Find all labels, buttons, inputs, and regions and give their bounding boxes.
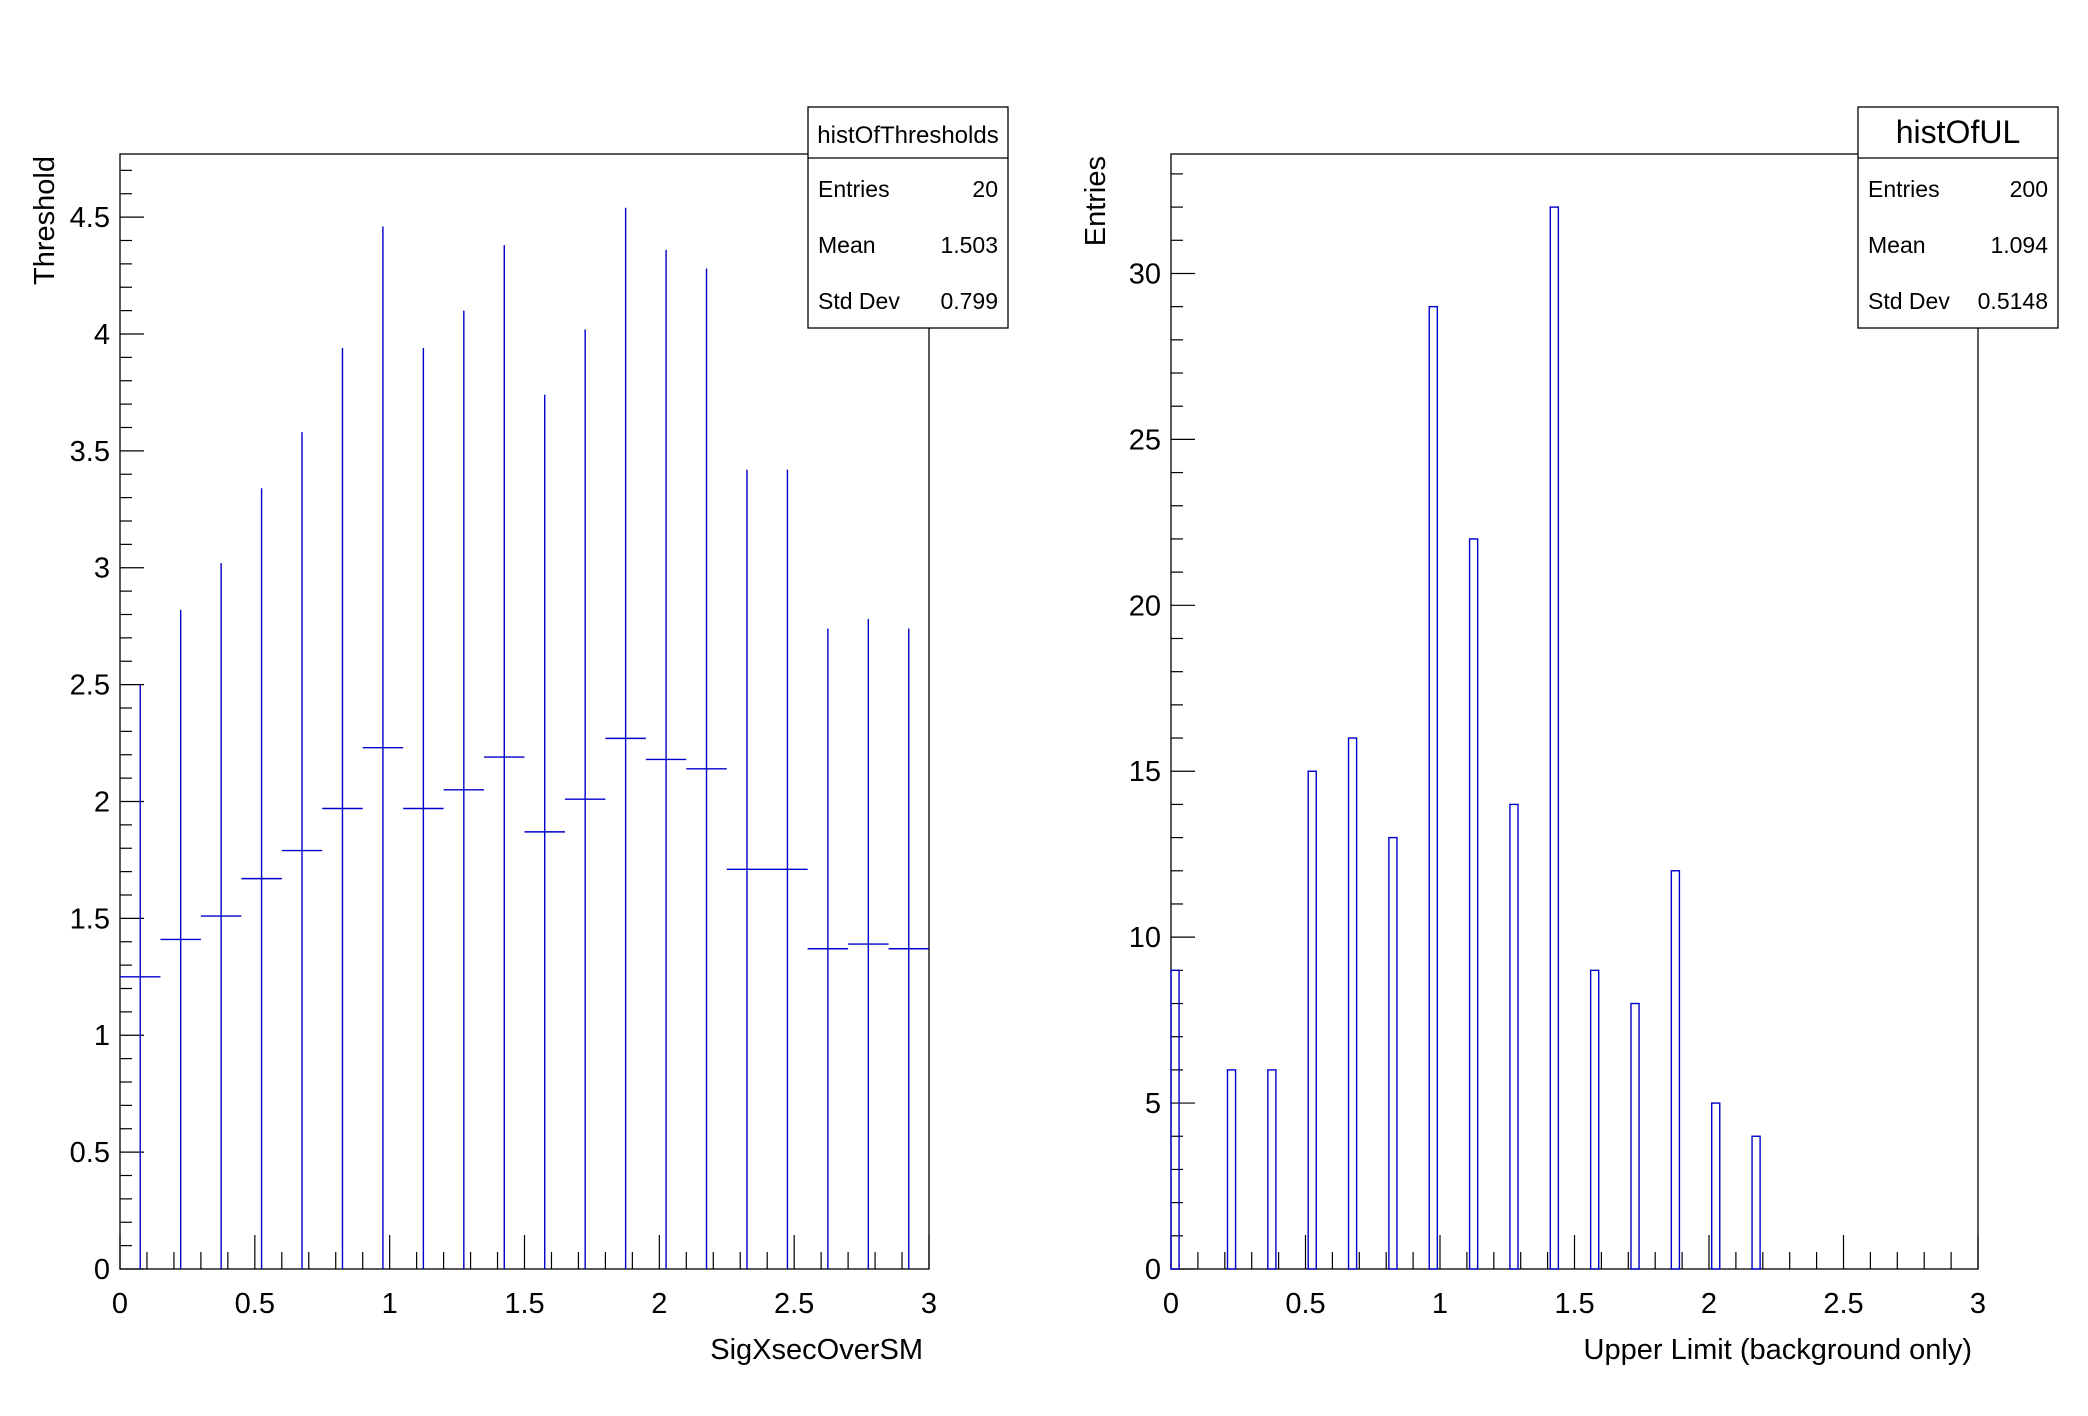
- stats-value: 0.799: [940, 288, 998, 314]
- y-tick-label: 2: [94, 786, 110, 818]
- x-tick-label: 3: [1970, 1288, 1986, 1320]
- y-tick-label: 20: [1129, 590, 1161, 622]
- x-tick-label: 0.5: [235, 1288, 275, 1320]
- histogram-bar: [1428, 305, 1439, 1270]
- y-tick-label: 15: [1129, 756, 1161, 788]
- x-tick-label: 1.5: [1554, 1288, 1594, 1320]
- histogram-bar: [1710, 1102, 1721, 1270]
- stats-label: Std Dev: [818, 288, 900, 314]
- y-tick-label: 25: [1129, 424, 1161, 456]
- stats-label: Entries: [1868, 176, 1940, 202]
- stats-value: 0.5148: [1978, 288, 2048, 314]
- x-axis-title: SigXsecOverSM: [710, 1334, 923, 1366]
- x-tick-label: 1.5: [504, 1288, 544, 1320]
- y-tick-label: 1.5: [70, 903, 110, 935]
- stats-label: Mean: [818, 232, 876, 258]
- pad-1: 0 0.5 1 1.5 2 2.5 3 0 0.5 1 1.5 2 2.5 3 3.5 4 4.5 SigXsec…: [29, 106, 1009, 1366]
- histogram-bar: [1226, 1069, 1237, 1270]
- stats-title: histOfThresholds: [817, 122, 998, 149]
- y-tick-label: 2.5: [70, 670, 110, 702]
- stats-label: Mean: [1868, 232, 1926, 258]
- x-tick-label: 0: [112, 1288, 128, 1320]
- plot-frame: [1170, 153, 1979, 1270]
- histogram-bar: [1388, 836, 1398, 1270]
- y-tick-label: 1: [94, 1020, 110, 1052]
- stats-box-frame: [807, 106, 1009, 329]
- y-tick-label: 0: [1145, 1254, 1161, 1286]
- stats-label: Std Dev: [1868, 288, 1950, 314]
- y-tick-label: 0: [94, 1254, 110, 1286]
- stats-box: histOfUL Entries 200 Mean 1.094 Std Dev 0.5148: [1857, 106, 2059, 329]
- stats-box-frame: [1857, 106, 2059, 329]
- x-tick-label: 2.5: [1823, 1288, 1863, 1320]
- x-tick-label: 2: [651, 1288, 667, 1320]
- histogram-bar: [1549, 206, 1560, 1270]
- y-tick-label: 5: [1145, 1088, 1161, 1120]
- x-tick-label: 0.5: [1285, 1288, 1325, 1320]
- histogram-bar: [1589, 969, 1600, 1270]
- x-tick-label: 1: [382, 1288, 398, 1320]
- x-tick-label: 0: [1163, 1288, 1179, 1320]
- histogram-bar: [1509, 803, 1519, 1270]
- y-tick-label: 10: [1129, 922, 1161, 954]
- histogram-bar: [1307, 770, 1317, 1270]
- stats-label: Entries: [818, 176, 890, 202]
- histogram-bar: [1468, 538, 1479, 1270]
- histogram-bar: [1347, 737, 1358, 1270]
- histogram-bar: [1630, 1002, 1640, 1270]
- stats-box: histOfThresholds Entries 20 Mean 1.503 Std De…: [807, 106, 1009, 329]
- stats-value: 20: [972, 176, 998, 202]
- histogram-bar: [1170, 969, 1180, 1270]
- histogram-bar: [1751, 1135, 1761, 1270]
- x-axis-title: Upper Limit (background only): [1584, 1334, 1972, 1366]
- histogram-bar: [1670, 870, 1681, 1270]
- x-tick-label: 1: [1432, 1288, 1448, 1320]
- y-tick-label: 3: [94, 553, 110, 585]
- stats-title: histOfUL: [1896, 114, 2020, 150]
- x-tick-label: 2: [1701, 1288, 1717, 1320]
- x-tick-label: 2.5: [774, 1288, 814, 1320]
- stats-value: 1.094: [1990, 232, 2048, 258]
- stats-value: 1.503: [940, 232, 998, 258]
- stats-value: 200: [2010, 176, 2048, 202]
- y-tick-label: 3.5: [70, 436, 110, 468]
- y-tick-label: 0.5: [70, 1137, 110, 1169]
- histogram-bar: [1267, 1069, 1277, 1270]
- y-tick-label: 30: [1129, 258, 1161, 290]
- y-tick-label: 4: [94, 319, 110, 351]
- y-axis-title: Entries: [1080, 156, 1112, 246]
- x-tick-label: 3: [921, 1288, 937, 1320]
- y-axis-title: Threshold: [29, 156, 61, 285]
- y-tick-label: 4.5: [70, 202, 110, 234]
